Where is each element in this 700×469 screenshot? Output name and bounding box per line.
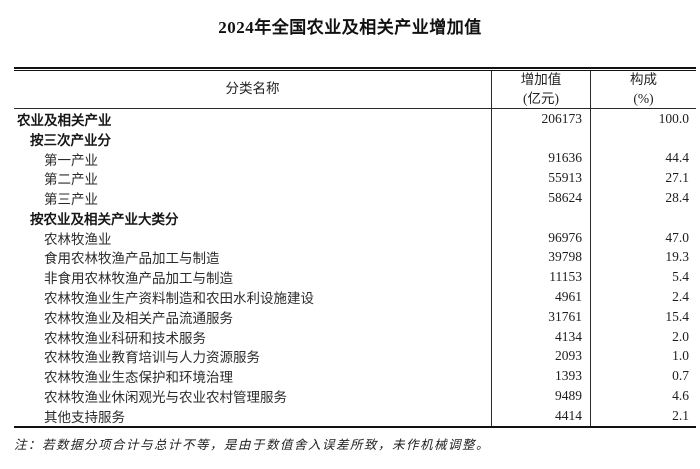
row-composition [590, 207, 696, 228]
row-value-added: 31761 [491, 306, 590, 327]
row-category-label: 第一产业 [44, 152, 98, 168]
table-row: 按农业及相关产业大类分 [14, 207, 696, 228]
row-composition: 1.0 [590, 346, 696, 367]
row-category-label: 非食用农林牧渔产品加工与制造 [44, 271, 233, 287]
row-composition: 15.4 [590, 306, 696, 327]
row-value-added: 96976 [491, 227, 590, 248]
row-value-added: 4414 [491, 405, 590, 426]
row-value-added [491, 207, 590, 228]
row-category-label: 农业及相关产业 [17, 112, 112, 128]
row-category-label: 农林牧渔业 [44, 231, 112, 247]
row-value-added: 39798 [491, 247, 590, 268]
table-bottom-rule [14, 425, 696, 428]
row-composition: 5.4 [590, 267, 696, 288]
row-composition: 44.4 [590, 148, 696, 169]
table-row: 农业及相关产业 206173 100.0 [14, 109, 696, 129]
row-category-label: 农林牧渔业教育培训与人力资源服务 [44, 350, 260, 366]
row-category-label: 其他支持服务 [44, 409, 125, 425]
row-category-label: 食用农林牧渔产品加工与制造 [44, 251, 220, 267]
header-value-added-line1: 增加值 [520, 72, 562, 88]
row-value-added: 4961 [491, 287, 590, 307]
table-row: 按三次产业分 [14, 128, 696, 149]
table-top-rule [14, 67, 696, 71]
table-row: 非食用农林牧渔产品加工与制造 11153 5.4 [14, 267, 696, 288]
row-value-added: 58624 [491, 188, 590, 208]
row-value-added: 206173 [491, 109, 590, 129]
row-value-added: 9489 [491, 386, 590, 406]
row-value-added: 1393 [491, 366, 590, 387]
table-body: 农业及相关产业 206173 100.0 按三次产业分 第一产业 91636 4… [14, 109, 696, 426]
table-row: 第一产业 91636 44.4 [14, 148, 696, 169]
row-value-added: 4134 [491, 326, 590, 347]
row-value-added: 91636 [491, 148, 590, 169]
table-row: 农林牧渔业科研和技术服务 4134 2.0 [14, 326, 696, 347]
header-composition-line1: 构成 [630, 72, 657, 88]
row-value-added [491, 128, 590, 149]
row-composition [590, 128, 696, 149]
row-composition: 28.4 [590, 188, 696, 208]
row-category-label: 农林牧渔业生态保护和环境治理 [44, 370, 233, 386]
row-value-added: 2093 [491, 346, 590, 367]
row-composition: 19.3 [590, 247, 696, 268]
table-header-row: 分类名称 增加值 (亿元) 构成 (%) [14, 71, 696, 109]
header-value-added: 增加值 (亿元) [491, 71, 590, 108]
header-value-added-unit: (亿元) [523, 90, 559, 106]
row-value-added: 11153 [491, 267, 590, 288]
table-row: 农林牧渔业及相关产品流通服务 31761 15.4 [14, 306, 696, 327]
row-composition: 2.0 [590, 326, 696, 347]
row-category-label: 按三次产业分 [30, 132, 111, 148]
row-category-label: 第三产业 [44, 192, 98, 208]
row-category-label: 农林牧渔业及相关产品流通服务 [44, 310, 233, 326]
row-composition: 2.1 [590, 405, 696, 426]
statistics-table: 分类名称 增加值 (亿元) 构成 (%) 农业及相关产业 206173 100.… [14, 67, 696, 428]
table-row: 食用农林牧渔产品加工与制造 39798 19.3 [14, 247, 696, 268]
header-composition: 构成 (%) [590, 71, 696, 108]
row-category-label: 农林牧渔业科研和技术服务 [44, 330, 206, 346]
table-row: 农林牧渔业 96976 47.0 [14, 227, 696, 248]
row-composition: 2.4 [590, 287, 696, 307]
row-category-label: 按农业及相关产业大类分 [30, 211, 179, 227]
table-row: 第三产业 58624 28.4 [14, 188, 696, 208]
row-value-added: 55913 [491, 168, 590, 189]
row-composition: 4.6 [590, 386, 696, 406]
table-row: 第二产业 55913 27.1 [14, 168, 696, 189]
table-row: 农林牧渔业休闲观光与农业农村管理服务 9489 4.6 [14, 386, 696, 406]
row-composition: 47.0 [590, 227, 696, 248]
header-composition-unit: (%) [633, 90, 654, 106]
row-composition: 100.0 [590, 109, 696, 129]
row-composition: 27.1 [590, 168, 696, 189]
table-row: 农林牧渔业教育培训与人力资源服务 2093 1.0 [14, 346, 696, 367]
row-category-label: 第二产业 [44, 172, 98, 188]
header-category-name: 分类名称 [225, 81, 280, 97]
row-category-label: 农林牧渔业休闲观光与农业农村管理服务 [44, 390, 287, 406]
row-composition: 0.7 [590, 366, 696, 387]
table-row: 其他支持服务 4414 2.1 [14, 405, 696, 426]
table-row: 农林牧渔业生态保护和环境治理 1393 0.7 [14, 366, 696, 387]
page-title: 2024年全国农业及相关产业增加值 [218, 18, 482, 37]
table-row: 农林牧渔业生产资料制造和农田水利设施建设 4961 2.4 [14, 287, 696, 307]
row-category-label: 农林牧渔业生产资料制造和农田水利设施建设 [44, 291, 314, 307]
table-footnote: 注：若数据分项合计与总计不等，是由于数值舍入误差所致，未作机械调整。 [14, 437, 491, 452]
